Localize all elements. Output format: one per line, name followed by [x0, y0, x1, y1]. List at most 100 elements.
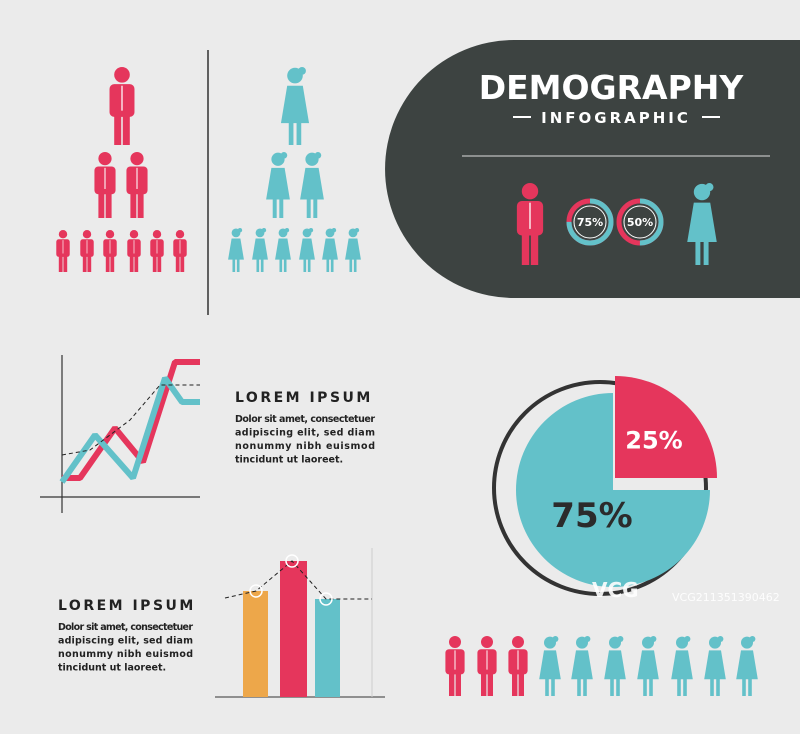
ponytail	[331, 228, 337, 233]
block-line: tincidunt ut laoreet.	[235, 455, 343, 466]
woman-icon	[637, 636, 659, 696]
leg	[695, 240, 701, 265]
leg	[710, 678, 714, 696]
woman-icon	[266, 152, 290, 218]
man-icon	[56, 230, 70, 272]
woman-icon	[280, 67, 310, 145]
leg	[105, 191, 112, 218]
subtitle: INFOGRAPHIC	[541, 109, 691, 127]
woman-icon	[228, 228, 244, 272]
leg	[643, 678, 647, 696]
ponytail	[717, 636, 724, 642]
leg	[283, 258, 287, 272]
leg	[58, 255, 63, 272]
block-line: nonummy nibh euismod	[235, 441, 375, 452]
leg	[232, 258, 236, 272]
leg	[455, 672, 461, 696]
leg	[122, 113, 130, 145]
leg	[449, 672, 455, 696]
man-icon	[126, 152, 148, 218]
donut-inner	[573, 205, 607, 239]
leg	[279, 258, 283, 272]
bar-chart-illustration	[215, 548, 385, 698]
leg	[313, 198, 318, 218]
woman-icon	[736, 636, 758, 696]
leg	[134, 255, 139, 272]
dress	[228, 238, 244, 260]
ponytail	[284, 228, 290, 233]
leg	[748, 678, 752, 696]
block-title: LOREM IPSUM	[235, 390, 373, 406]
leg	[82, 255, 87, 272]
pie-slice	[516, 393, 710, 587]
pie-label: 75%	[551, 496, 632, 536]
leg	[610, 678, 614, 696]
block-line: tincidunt ut laoreet.	[58, 663, 166, 674]
dress	[322, 238, 338, 260]
head	[512, 636, 524, 648]
man-icon	[516, 183, 544, 265]
dress	[275, 238, 291, 260]
leg	[303, 258, 307, 272]
woman-icon	[322, 228, 338, 272]
man-icon	[150, 230, 164, 272]
leg	[98, 191, 105, 218]
leg	[742, 678, 746, 696]
leg	[545, 678, 549, 696]
leg	[683, 678, 687, 696]
leg	[677, 678, 681, 696]
leg	[236, 258, 240, 272]
man-icon	[109, 67, 135, 145]
watermark-logo: VCG	[592, 578, 639, 602]
dress	[280, 85, 310, 124]
ponytail	[584, 636, 591, 642]
dress	[637, 650, 659, 680]
leg	[521, 232, 530, 265]
pie-label: 25%	[625, 426, 682, 454]
leg	[105, 255, 110, 272]
ponytail	[237, 228, 243, 233]
head	[58, 230, 68, 239]
donut-label: 75%	[577, 216, 603, 229]
man-icon	[127, 230, 141, 272]
head	[114, 67, 130, 83]
leg	[307, 258, 311, 272]
dress	[300, 167, 324, 200]
donut-arc	[566, 198, 614, 246]
leg	[518, 672, 524, 696]
ponytail	[308, 228, 314, 233]
woman-icon	[299, 228, 315, 272]
leg	[260, 258, 264, 272]
man-icon	[103, 230, 117, 272]
leg	[551, 678, 555, 696]
leg	[649, 678, 653, 696]
leg	[487, 672, 493, 696]
leg	[577, 678, 581, 696]
woman-icon	[300, 152, 324, 218]
donut-inner	[623, 205, 657, 239]
ponytail	[705, 183, 714, 192]
man-icon	[445, 636, 465, 696]
head	[521, 183, 539, 200]
dress	[604, 650, 626, 680]
dress	[671, 650, 693, 680]
block-line: adipiscing elit, sed diam	[58, 636, 193, 647]
dress	[571, 650, 593, 680]
block-line: adipiscing elit, sed diam	[235, 428, 375, 439]
woman-icon	[571, 636, 593, 696]
head	[98, 152, 112, 166]
leg	[616, 678, 620, 696]
woman-icon	[345, 228, 361, 272]
leg	[330, 258, 334, 272]
leg	[288, 121, 294, 145]
woman-icon	[252, 228, 268, 272]
leg	[152, 255, 157, 272]
ponytail	[684, 636, 691, 642]
woman-icon	[604, 636, 626, 696]
ponytail	[261, 228, 267, 233]
pie-slice	[615, 376, 717, 478]
head	[175, 230, 185, 239]
leg	[272, 198, 277, 218]
title: DEMOGRAPHY	[479, 68, 745, 107]
dress	[299, 238, 315, 260]
